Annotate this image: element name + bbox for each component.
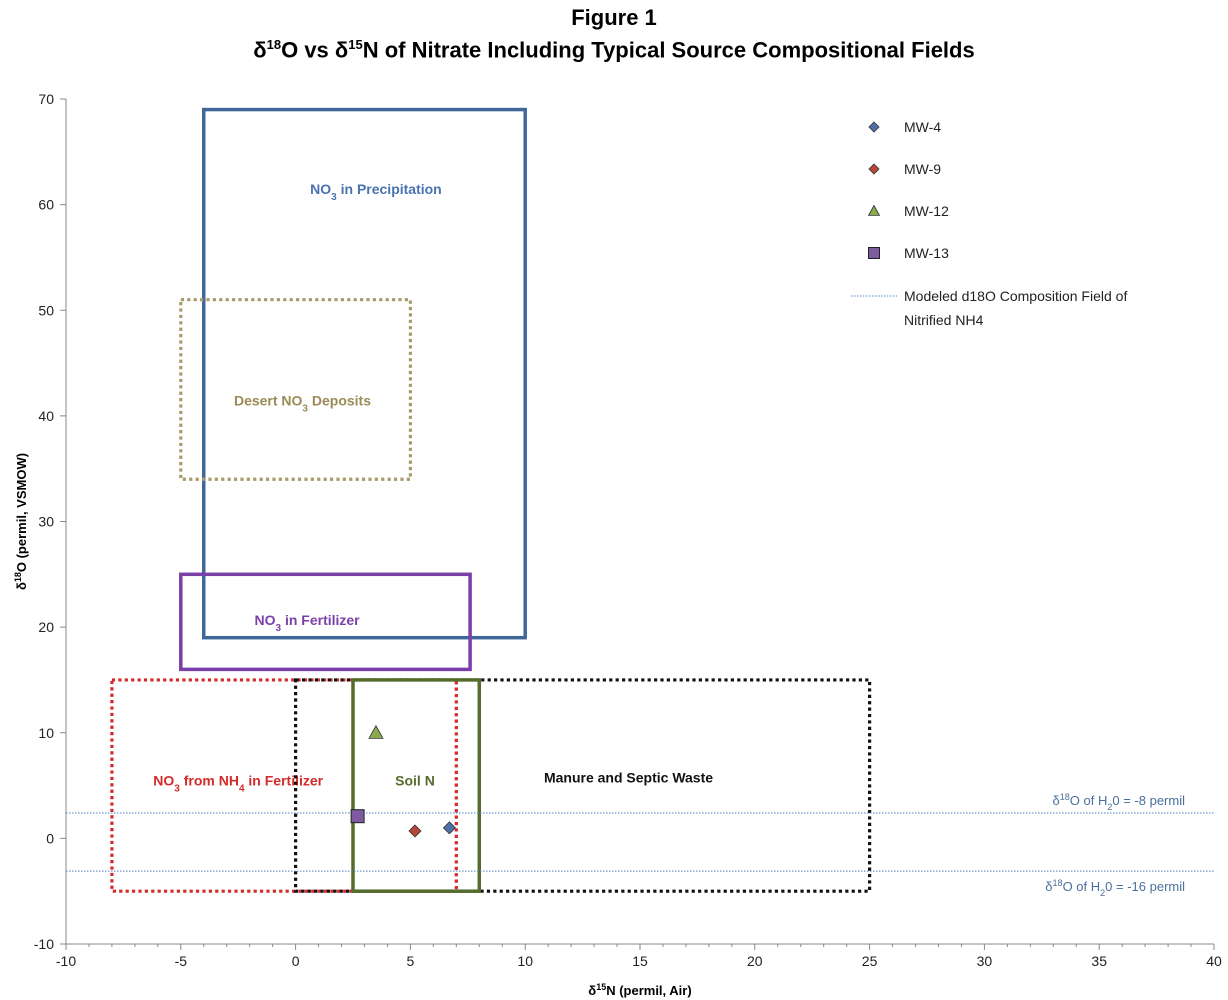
legend-label: Nitrified NH4: [904, 312, 984, 328]
x-tick-label: -5: [175, 953, 188, 969]
title-superscript: 18: [266, 37, 282, 52]
x-tick-label: -10: [56, 953, 76, 969]
x-tick-label: 25: [862, 953, 878, 969]
legend-marker: [868, 247, 880, 259]
horizontal-reference-lines: δ18O of H20 = -8 permil δ18O of H20 = -16…: [66, 792, 1214, 898]
y-tick-label: 70: [38, 91, 54, 107]
field-label: Manure and Septic Waste: [544, 769, 713, 785]
data-point-mw-13: [350, 809, 365, 824]
field-label: Desert NO3 Deposits: [234, 392, 371, 414]
x-tick-label: 5: [407, 953, 415, 969]
data-point-mw-9: [408, 824, 422, 838]
x-tick-label: 0: [292, 953, 300, 969]
field-label: NO3 in Fertilizer: [255, 612, 361, 634]
y-axis-title: δ18O (permil, VSMOW): [13, 453, 29, 590]
y-tick-label: 20: [38, 619, 54, 635]
y-tick-label: 50: [38, 302, 54, 318]
y-tick-label: 60: [38, 197, 54, 213]
legend-label: MW-13: [904, 245, 949, 261]
field-box: [110, 678, 458, 893]
x-tick-label: 35: [1091, 953, 1107, 969]
field-box: [294, 678, 872, 893]
x-axis-title: δ15N (permil, Air): [588, 982, 691, 998]
legend-label: MW-12: [904, 203, 949, 219]
field-label: Soil N: [395, 773, 435, 789]
y-tick-label: 10: [38, 725, 54, 741]
title-superscript: 15: [348, 37, 363, 52]
y-tick-label: -10: [34, 936, 54, 952]
y-tick-label: 0: [46, 830, 54, 846]
axes: -10 0 10 20 30 40 50 60 70 -10 -5 0 5 10 15 20 25 30 35 40: [34, 91, 1222, 969]
source-fields: NO3 in Precipitation Desert NO3 Deposits N…: [110, 107, 872, 893]
legend-marker: [867, 204, 881, 216]
title-text: δ: [253, 37, 267, 63]
y-tick-label: 30: [38, 514, 54, 530]
x-tick-label: 30: [977, 953, 993, 969]
field-box: [351, 678, 482, 893]
modeled-line-label: δ18O of H20 = -8 permil: [1053, 792, 1186, 812]
legend: MW-4 MW-9 MW-12 MW-13 Modeled d18O Compositi…: [851, 119, 1127, 328]
axis-titles: δ15N (permil, Air) δ18O (permil, VSMOW): [13, 453, 692, 998]
title-text: N of Nitrate Including Typical Source Co…: [362, 37, 975, 63]
field-box: [179, 572, 472, 672]
x-tick-label: 15: [632, 953, 648, 969]
data-point-mw-4: [442, 821, 456, 835]
field-label: NO3 in Precipitation: [310, 181, 442, 203]
chart-title: δ18O vs δ15N of Nitrate Including Typica…: [0, 37, 1228, 63]
legend-label: Modeled d18O Composition Field of: [904, 288, 1127, 304]
legend-marker: [868, 163, 880, 175]
data-point-mw-12: [368, 724, 384, 739]
legend-marker: [868, 121, 880, 133]
x-tick-label: 10: [517, 953, 533, 969]
x-tick-label: 20: [747, 953, 763, 969]
title-text: O vs δ: [281, 37, 349, 63]
x-tick-label: 40: [1206, 953, 1222, 969]
field-label: NO3 from NH4 in Fertilizer: [153, 773, 323, 795]
legend-label: MW-9: [904, 161, 941, 177]
field-box: [179, 298, 413, 481]
legend-label: MW-4: [904, 119, 941, 135]
modeled-line-label: δ18O of H20 = -16 permil: [1045, 878, 1185, 898]
data-points: [350, 724, 456, 838]
field-box: [202, 107, 527, 640]
y-tick-label: 40: [38, 408, 54, 424]
figure-label: Figure 1: [571, 5, 657, 30]
